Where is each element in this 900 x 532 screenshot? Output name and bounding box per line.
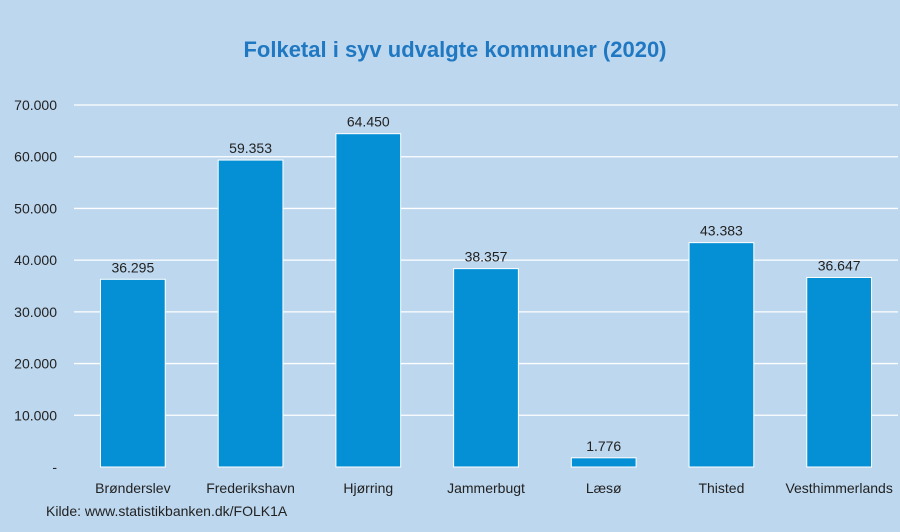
y-tick-label: 60.000	[14, 149, 57, 165]
data-label: 59.353	[229, 140, 272, 156]
category-label: Vesthimmerlands	[785, 480, 892, 496]
chart-title: Folketal i syv udvalgte kommuner (2020)	[243, 37, 666, 62]
bar	[806, 276, 873, 468]
bar	[688, 242, 755, 468]
category-label: Jammerbugt	[447, 480, 525, 496]
bar	[453, 268, 519, 468]
category-label: Thisted	[698, 480, 744, 496]
data-labels: 36.295 59.353 64.450 38.357 1.776 43.383 36.64…	[111, 114, 860, 454]
category-label: Frederikshavn	[206, 480, 295, 496]
data-label: 43.383	[700, 223, 743, 239]
y-tick-label: 30.000	[14, 304, 57, 320]
bar	[335, 133, 402, 468]
bar	[570, 457, 637, 468]
y-axis-tick-labels: - 10.000 20.000 30.000 40.000 50.000 60.000 70.…	[14, 97, 57, 475]
category-labels: Brønderslev Frederikshavn Hjørring Jammerbu…	[95, 480, 893, 496]
category-label: Hjørring	[343, 480, 393, 496]
y-tick-label: 40.000	[14, 252, 57, 268]
bar	[99, 278, 166, 468]
y-tick-label: 70.000	[14, 97, 57, 113]
bar	[217, 159, 284, 468]
bars	[99, 133, 873, 468]
source-note: Kilde: www.statistikbanken.dk/FOLK1A	[46, 503, 288, 519]
data-label: 38.357	[465, 249, 508, 265]
y-tick-label: 10.000	[14, 407, 57, 423]
y-tick-label: 20.000	[14, 356, 57, 372]
data-label: 36.295	[111, 259, 154, 275]
category-label: Brønderslev	[95, 480, 170, 496]
data-label: 1.776	[586, 438, 621, 454]
category-label: Læsø	[586, 480, 622, 496]
data-label: 64.450	[347, 114, 390, 130]
data-label: 36.647	[818, 257, 861, 273]
y-tick-label: 50.000	[14, 200, 57, 216]
y-tick-label: -	[52, 459, 57, 475]
